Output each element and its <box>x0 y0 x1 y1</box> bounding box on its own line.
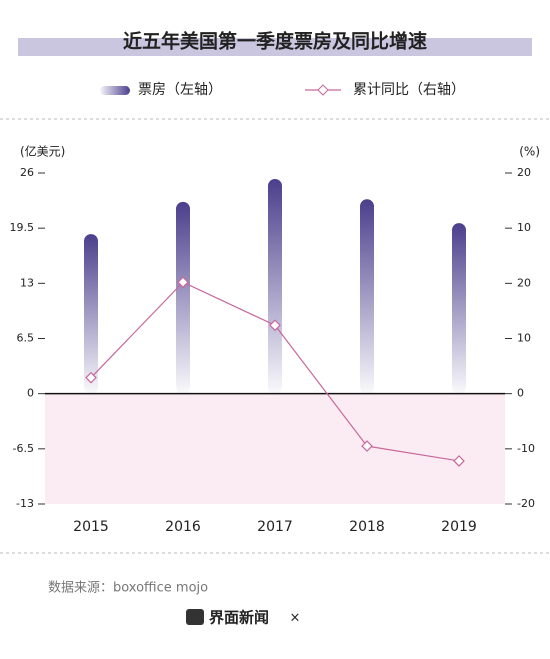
y2-tick-label: 0 <box>517 387 524 400</box>
x-tick-label: 2018 <box>349 519 385 535</box>
legend-marker <box>317 84 329 96</box>
x-tick-label: 2019 <box>441 519 477 535</box>
y-axis-label: (亿美元) <box>20 144 65 159</box>
y2-tick-label: 10 <box>517 332 531 345</box>
source: 数据来源：boxoffice mojo <box>48 581 208 596</box>
y2-axis-label: (%) <box>519 145 540 159</box>
y-tick-label: -6.5 <box>13 442 34 455</box>
x-tick-label: 2015 <box>73 519 109 535</box>
y-tick-label: 0 <box>27 387 34 400</box>
bar <box>176 201 190 394</box>
marker <box>85 371 97 384</box>
y-tick-label: 26 <box>20 166 34 179</box>
y2-tick-label: -10 <box>517 442 535 455</box>
legend-label: 票房（左轴） <box>138 82 222 98</box>
brand: 界面新闻 <box>209 609 269 627</box>
title-bar <box>18 38 532 56</box>
y-tick-label: -13 <box>16 497 34 510</box>
y2-tick-label: 20 <box>517 166 531 179</box>
marker <box>269 319 281 332</box>
y2-tick-label: 10 <box>517 221 531 234</box>
y2-tick-label: 20 <box>517 276 531 289</box>
x-tick-label: 2016 <box>165 519 201 535</box>
marker <box>177 276 189 289</box>
x-tick-label: 2017 <box>257 519 293 535</box>
y-tick-label: 6.5 <box>17 332 35 345</box>
y-tick-label: 13 <box>20 276 34 289</box>
brand-logo <box>186 609 204 625</box>
separator-text: × <box>290 611 301 626</box>
bar <box>268 178 282 394</box>
chart-title: 近五年美国第一季度票房及同比增速 <box>123 30 427 53</box>
bar <box>360 199 374 394</box>
y-tick-label: 19.5 <box>10 221 35 234</box>
legend-swatch <box>100 86 130 95</box>
bar <box>84 234 98 394</box>
bar <box>452 223 466 394</box>
marker <box>453 455 465 467</box>
negative-band <box>45 393 505 504</box>
legend-label: 累计同比（右轴） <box>353 82 465 98</box>
marker <box>361 440 373 452</box>
y2-tick-label: -20 <box>517 497 535 510</box>
